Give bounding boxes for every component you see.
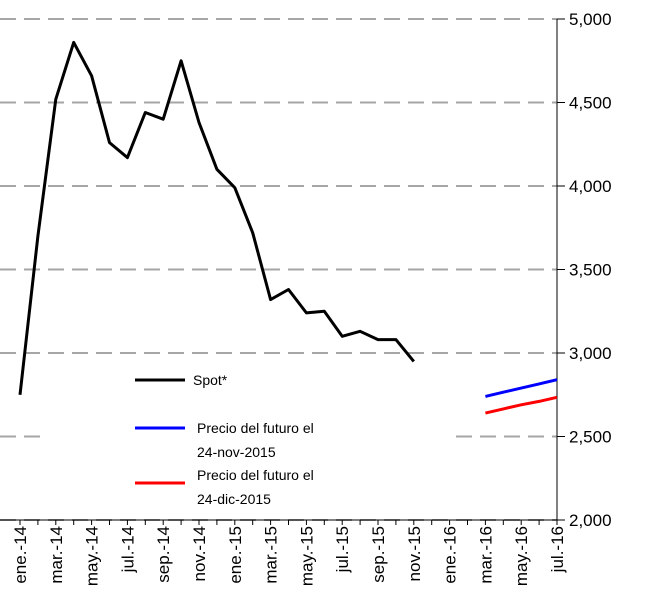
y-tick-label: 3,000 — [569, 344, 612, 363]
y-tick-label: 5,000 — [569, 10, 612, 29]
y-tick-label: 3,500 — [569, 261, 612, 280]
x-tick-label: jul.-14 — [118, 526, 137, 573]
x-tick-label: mar.-14 — [47, 526, 66, 584]
x-tick-label: jul.-15 — [333, 526, 352, 573]
x-tick-label: nov.-15 — [405, 526, 424, 581]
x-tick-label: mar.-15 — [262, 526, 281, 584]
x-tick-label: ene.-16 — [441, 526, 460, 584]
series-line — [18, 40, 415, 395]
series-line — [485, 378, 558, 398]
x-tick-label: may.-15 — [297, 526, 316, 586]
x-tick-label: sep.-15 — [369, 526, 388, 583]
y-tick-label: 4,500 — [569, 94, 612, 113]
x-tick-label: may.-16 — [512, 526, 531, 586]
legend-label: Precio del futuro el 24-dic-2015 — [197, 467, 314, 507]
y-tick-label: 2,000 — [569, 511, 612, 530]
x-tick-label: sep.-14 — [154, 526, 173, 583]
x-tick-label: ene.-15 — [226, 526, 245, 584]
x-tick-label: jul.-16 — [548, 526, 567, 573]
y-tick-label: 2,500 — [569, 428, 612, 447]
x-tick-label: ene.-14 — [11, 526, 30, 584]
y-tick-label: 4,000 — [569, 177, 612, 196]
legend-background — [45, 368, 450, 518]
x-tick-label: nov.-14 — [190, 526, 209, 581]
x-tick-label: may.-14 — [83, 526, 102, 586]
legend-label: Precio del futuro el 24-nov-2015 — [197, 420, 314, 460]
x-tick-label: mar.-16 — [476, 526, 495, 584]
series-line — [485, 395, 558, 415]
legend-label: Spot* — [193, 372, 228, 388]
